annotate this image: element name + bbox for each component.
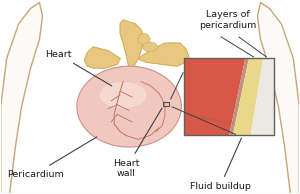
Bar xyxy=(164,102,169,106)
Polygon shape xyxy=(229,58,249,135)
Ellipse shape xyxy=(100,82,147,108)
Text: Fluid buildup: Fluid buildup xyxy=(190,138,250,191)
Bar xyxy=(184,58,274,135)
Ellipse shape xyxy=(138,33,150,45)
Text: Layers of
pericardium: Layers of pericardium xyxy=(199,10,256,30)
Polygon shape xyxy=(233,58,263,135)
Polygon shape xyxy=(120,20,144,68)
Text: Pericardium: Pericardium xyxy=(7,137,97,178)
Polygon shape xyxy=(84,47,120,68)
Bar xyxy=(184,58,274,135)
Polygon shape xyxy=(184,58,245,135)
Ellipse shape xyxy=(142,42,158,52)
Polygon shape xyxy=(1,3,299,193)
Polygon shape xyxy=(250,58,274,135)
Ellipse shape xyxy=(77,66,182,147)
Text: Heart
wall: Heart wall xyxy=(113,108,162,178)
Polygon shape xyxy=(138,43,189,66)
Text: Heart: Heart xyxy=(46,50,112,86)
